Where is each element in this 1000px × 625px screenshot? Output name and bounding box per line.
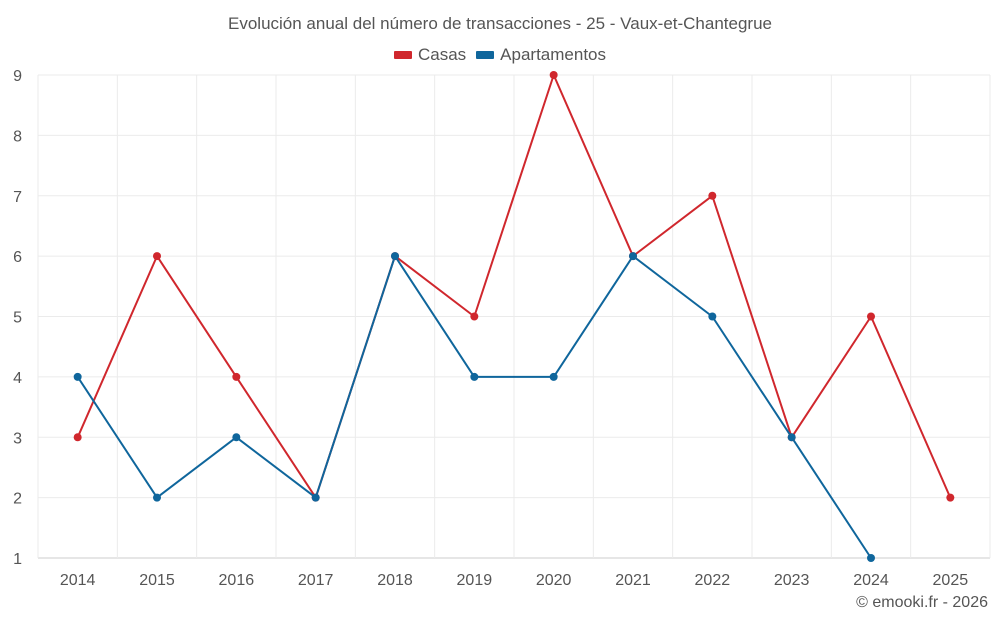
data-point-apartamentos-2020 (549, 372, 558, 381)
data-point-casas-2025 (946, 493, 955, 502)
y-tick-label-9: 9 (13, 68, 22, 85)
x-tick-label-2014: 2014 (60, 572, 96, 589)
grid (37, 74, 991, 559)
credit-text: © emooki.fr - 2026 (856, 594, 988, 611)
chart-title: Evolución anual del número de transaccio… (228, 14, 772, 33)
legend-label-casas: Casas (417, 45, 467, 64)
data-point-apartamentos-2019 (470, 372, 479, 381)
x-axis: 2014 2015 2016 2017 2018 2019 2020 2021 2022 2023… (60, 572, 968, 589)
x-tick-label-2015: 2015 (139, 572, 175, 589)
data-point-casas-2024 (867, 312, 875, 321)
data-point-apartamentos-2014 (73, 372, 82, 381)
y-tick-label-6: 6 (13, 249, 22, 266)
x-tick-label-2022: 2022 (695, 572, 731, 589)
x-tick-label-2023: 2023 (774, 572, 810, 589)
y-tick-label-3: 3 (13, 430, 22, 447)
x-tick-label-2016: 2016 (219, 572, 255, 589)
legend: Casas Apartamentos (0, 45, 1000, 65)
data-point-apartamentos-2018 (391, 252, 399, 261)
series-layer (73, 71, 955, 562)
data-point-apartamentos-2021 (629, 252, 637, 261)
legend-swatch-casas (393, 51, 412, 59)
data-point-casas-2016 (232, 372, 241, 381)
data-point-apartamentos-2015 (153, 493, 161, 502)
legend-swatch-apartamentos (476, 51, 495, 59)
data-point-casas-2022 (708, 191, 717, 200)
x-tick-label-2024: 2024 (853, 572, 889, 589)
series-line-casas (76, 74, 952, 499)
y-tick-label-7: 7 (13, 189, 22, 206)
x-tick-label-2019: 2019 (457, 572, 493, 589)
y-tick-label-8: 8 (13, 128, 22, 145)
x-tick-label-2025: 2025 (933, 572, 969, 589)
y-axis: 1 2 3 4 5 6 7 8 9 (13, 68, 22, 568)
data-point-apartamentos-2017 (311, 493, 320, 502)
x-tick-label-2018: 2018 (377, 572, 413, 589)
y-tick-label-5: 5 (13, 310, 22, 327)
x-tick-label-2020: 2020 (536, 572, 572, 589)
legend-item-casas[interactable]: Casas (393, 45, 467, 65)
y-tick-label-1: 1 (13, 551, 22, 568)
data-point-apartamentos-2024 (867, 554, 875, 562)
data-point-casas-2020 (549, 71, 558, 79)
y-tick-label-2: 2 (13, 491, 22, 508)
data-point-casas-2015 (153, 252, 161, 261)
legend-item-apartamentos[interactable]: Apartamentos (476, 45, 606, 65)
x-tick-label-2021: 2021 (615, 572, 651, 589)
y-tick-label-4: 4 (13, 370, 22, 387)
data-point-casas-2014 (73, 433, 82, 442)
data-point-apartamentos-2022 (708, 312, 717, 321)
data-point-casas-2019 (470, 312, 479, 321)
data-point-apartamentos-2016 (232, 433, 241, 442)
data-point-apartamentos-2023 (787, 433, 796, 442)
x-tick-label-2017: 2017 (298, 572, 334, 589)
legend-label-apartamentos: Apartamentos (500, 45, 607, 64)
